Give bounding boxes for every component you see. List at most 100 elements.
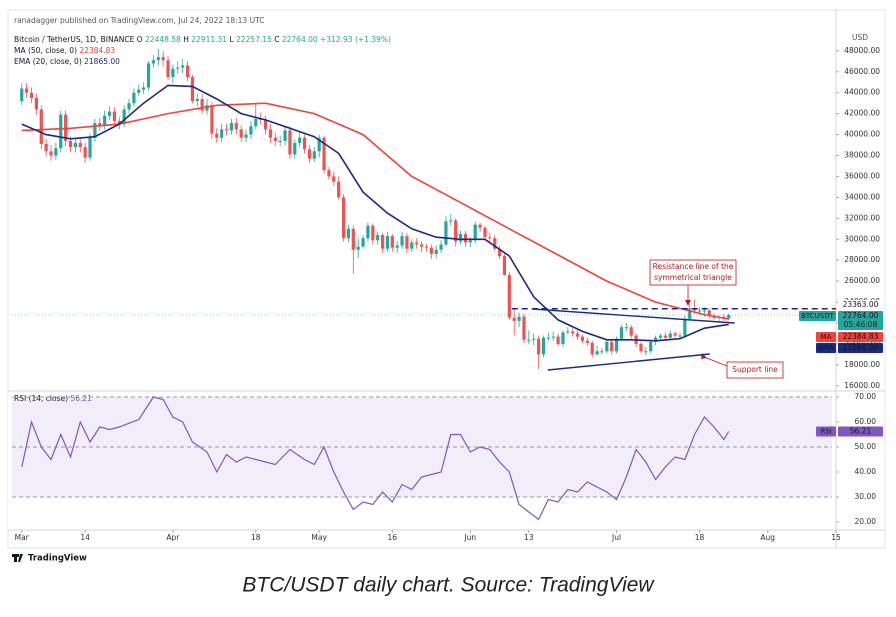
ema-tag (838, 343, 883, 353)
candle-body (644, 351, 648, 353)
candle-body (371, 225, 375, 241)
candle-body (78, 142, 82, 148)
rsi-side-tag-text: RSI (820, 427, 831, 435)
candle-body (556, 336, 560, 344)
ma-side-tag-text: MA (821, 333, 832, 341)
callout-box (649, 259, 737, 286)
candle-body (137, 89, 141, 93)
candle-body (337, 181, 341, 198)
rsi-tag (838, 426, 883, 437)
candle-body (112, 111, 116, 121)
y-tick-label: 30000.00 (844, 234, 880, 243)
candle-body (727, 315, 731, 319)
legend-part: 56.21 (70, 394, 92, 403)
legend-part: 22448.58 (145, 35, 181, 44)
caption: BTC/USDT daily chart. Source: TradingVie… (242, 574, 655, 597)
legend-part: L (229, 35, 234, 44)
candle-body (34, 97, 38, 110)
candle-body (142, 87, 146, 90)
candle-body (44, 144, 48, 152)
ma-side-tag (816, 332, 836, 342)
candle-body (380, 235, 385, 249)
candle-body (68, 140, 73, 148)
x-tick-label: Aug (760, 533, 775, 542)
x-tick-label: 18 (695, 533, 705, 542)
legend-part: 21865.00 (84, 57, 120, 66)
candle-body (590, 342, 594, 355)
candle-body (210, 105, 214, 134)
candle-body (224, 129, 229, 131)
symbol-line: Bitcoin / TetherUS, 1D, BINANCE O 22448.… (14, 35, 391, 44)
candle-body (512, 317, 516, 321)
candle-body (473, 224, 477, 241)
candle-body (190, 77, 195, 102)
candle-body (93, 123, 97, 138)
candle-body (25, 88, 29, 93)
trendline (547, 353, 710, 371)
candle-body (161, 57, 165, 61)
candle-body (88, 137, 92, 158)
candle-body (385, 236, 390, 249)
candle-body (410, 242, 414, 249)
candle-body (683, 318, 687, 336)
candle-body (390, 236, 394, 248)
candle-body (346, 228, 351, 239)
trendline (532, 308, 735, 324)
x-tick-label: Jul (611, 533, 621, 542)
candle-body (302, 137, 307, 150)
callout-text: Support line (732, 365, 778, 374)
candle-body (653, 337, 658, 342)
y-tick-label: 36000.00 (844, 171, 880, 180)
y-tick-label: 48000.00 (844, 46, 880, 55)
candle-body (429, 247, 433, 254)
candle-body (571, 331, 575, 334)
symbol-tag-text: BTCUSDT (801, 312, 835, 320)
candle-body (83, 147, 87, 158)
x-tick-label: 18 (251, 533, 261, 542)
candle-body (697, 310, 702, 312)
candle-body (156, 57, 160, 61)
rsi-panel (8, 392, 836, 530)
candle-body (619, 327, 624, 339)
legend-part: EMA (20, close, 0) (14, 57, 82, 66)
candle-body (49, 151, 53, 156)
candle-body (263, 119, 268, 130)
candle-body (493, 238, 497, 249)
candle-body (107, 111, 112, 116)
candle-body (546, 337, 550, 339)
candle-body (600, 351, 604, 353)
candle-body (127, 103, 131, 110)
candle-body (146, 63, 151, 88)
y-tick-label: 16000.00 (844, 381, 880, 390)
callout-text: Resistance line of the (653, 262, 734, 271)
candle-body (405, 236, 409, 249)
y-tick-label: 38000.00 (844, 151, 880, 160)
candle-body (220, 129, 224, 138)
ma-legend: MA (50, close, 0) 22384.83 (14, 46, 115, 55)
y-tick-label: 32000.00 (844, 213, 880, 222)
y-tick-label: 34000.00 (844, 192, 880, 201)
candle-body (605, 341, 609, 352)
ma-tag-text: 22384.83 (843, 332, 879, 341)
y-tick-label: 46000.00 (844, 67, 880, 76)
candle-body (434, 249, 438, 254)
last-price-tag (838, 311, 883, 330)
candle-body (624, 327, 628, 329)
candle-body (312, 151, 316, 159)
candle-body (639, 343, 643, 352)
candle-body (288, 130, 292, 155)
candle-body (103, 115, 107, 126)
candle-body (585, 340, 589, 343)
candle-body (322, 137, 326, 171)
x-tick-label: Apr (166, 533, 180, 542)
candle-body (122, 109, 126, 125)
logo-text: TradingView (28, 554, 87, 564)
legend-part: H (183, 35, 189, 44)
candle-body (293, 142, 297, 155)
candle-body (419, 244, 424, 247)
level-tag-text: 23363.00 (843, 300, 879, 309)
candle-body (678, 335, 682, 337)
callout-arrowhead (685, 300, 691, 306)
